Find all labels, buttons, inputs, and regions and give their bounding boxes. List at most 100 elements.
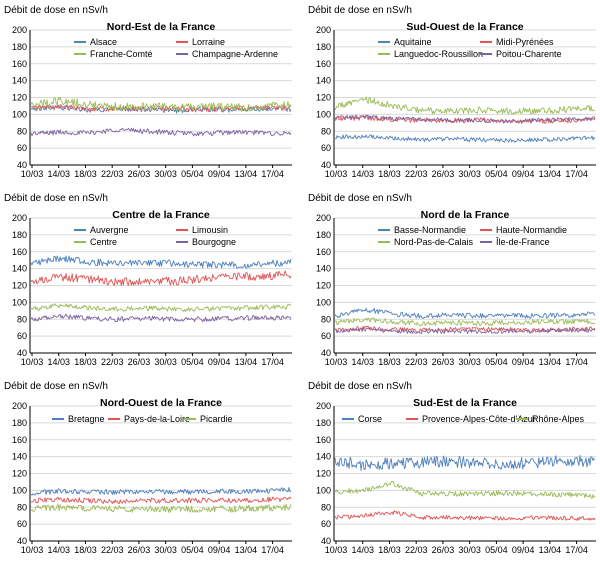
legend: Bretagne Pays-de-la-Loire Picardie [52,414,233,424]
series-line [30,255,292,269]
legend-label: Champagne-Ardenne [192,49,278,59]
legend-label: Bourgogne [192,237,236,247]
y-tick-label: 40 [17,536,27,546]
series-line [334,317,596,327]
chart-panel-2: Débit de dose en nSv/h 40 60 80 100 120 140 160… [308,5,596,179]
series-line [335,134,596,143]
y-tick-label: 60 [321,143,331,153]
x-tick-label: 17/04 [565,545,588,555]
series-line [334,114,596,124]
x-tick-label: 14/03 [351,357,374,367]
x-tick-label: 30/03 [458,169,481,179]
y-unit-label: Débit de dose en nSv/h [308,5,412,16]
series-line [30,96,292,112]
y-tick-label: 140 [12,76,27,86]
x-tick-label: 09/04 [512,357,535,367]
y-tick-label: 40 [17,160,27,170]
y-tick-label: 40 [321,348,331,358]
x-tick-label: 05/04 [485,545,508,555]
y-tick-label: 200 [316,401,331,411]
y-tick-label: 160 [316,247,331,257]
series-line [30,313,292,323]
x-tick-label: 17/04 [261,357,284,367]
legend-label: Limousin [192,225,228,235]
x-tick-label: 09/04 [208,169,231,179]
x-tick-label: 13/04 [235,169,258,179]
legend-label: Auvergne [90,225,129,235]
y-tick-label: 80 [321,314,331,324]
x-tick-label: 09/04 [208,545,231,555]
legend-label: Pays-de-la-Loire [124,414,190,424]
legend-label: Aquitaine [394,37,432,47]
x-tick-label: 14/03 [47,169,70,179]
x-tick-label: 17/04 [565,357,588,367]
x-tick-label: 14/03 [47,357,70,367]
series-line [30,104,292,113]
series-line [30,496,292,504]
y-tick-label: 100 [316,297,331,307]
y-tick-label: 100 [12,297,27,307]
x-tick-label: 17/04 [261,545,284,555]
legend: Corse Provence-Alpes-Côte-d'AzurRhône-Alp… [342,414,585,424]
x-tick-label: 30/03 [458,357,481,367]
y-tick-label: 120 [12,469,27,479]
legend: Alsace Lorraine Franche-Comté Champagne-Ard… [74,37,278,59]
x-tick-label: 22/03 [405,545,428,555]
y-tick-label: 200 [316,25,331,35]
y-tick-label: 160 [12,59,27,69]
series-line [334,96,596,115]
x-tick-label: 13/04 [235,357,258,367]
x-tick-label: 22/03 [405,357,428,367]
y-tick-label: 60 [17,331,27,341]
y-tick-label: 80 [321,502,331,512]
y-tick-label: 180 [316,418,331,428]
y-tick-label: 200 [12,213,27,223]
chart-title: Nord de la France [421,209,510,221]
y-tick-label: 120 [316,93,331,103]
x-tick-label: 30/03 [154,357,177,367]
y-tick-label: 140 [316,264,331,274]
chart-title: Centre de la France [112,209,210,221]
y-tick-label: 160 [316,435,331,445]
x-tick-label: 13/04 [235,545,258,555]
x-tick-label: 05/04 [181,357,204,367]
y-unit-label: Débit de dose en nSv/h [308,381,412,392]
x-tick-label: 09/04 [208,357,231,367]
y-tick-label: 180 [12,42,27,52]
x-tick-label: 05/04 [181,169,204,179]
x-tick-label: 18/03 [378,357,401,367]
x-tick-label: 14/03 [351,545,374,555]
x-tick-label: 18/03 [74,545,97,555]
legend-label: Provence-Alpes-Côte-d'Azur [422,414,536,424]
y-unit-label: Débit de dose en nSv/h [4,193,108,204]
legend-label: Franche-Comté [90,49,153,59]
x-tick-label: 05/04 [485,169,508,179]
series-line [30,487,292,496]
x-tick-label: 18/03 [74,357,97,367]
y-tick-label: 180 [316,42,331,52]
y-tick-label: 60 [17,143,27,153]
x-tick-label: 05/04 [181,545,204,555]
legend-label: Alsace [90,37,117,47]
x-tick-label: 10/03 [21,169,44,179]
x-tick-label: 10/03 [325,169,348,179]
legend-label: Poitou-Charente [496,49,562,59]
x-tick-label: 30/03 [154,169,177,179]
legend-label: Île-de-France [495,237,550,247]
y-tick-label: 200 [316,213,331,223]
series-line [30,270,292,286]
y-tick-label: 100 [316,485,331,495]
legend: Basse-Normandie Haute-Normandie Nord-Pas-d… [378,225,567,247]
x-tick-label: 26/03 [432,169,455,179]
legend-label: Nord-Pas-de-Calais [394,237,474,247]
x-tick-label: 26/03 [128,169,151,179]
y-tick-label: 80 [321,126,331,136]
series-line [334,307,596,319]
legend-label: Rhône-Alpes [532,414,585,424]
chart-panel-5: Débit de dose en nSv/h 40 60 80 100 120 140 160… [4,381,292,555]
legend: Auvergne Limousin Centre Bourgogne [74,225,236,247]
y-tick-label: 200 [12,401,27,411]
x-tick-label: 18/03 [378,545,401,555]
y-tick-label: 120 [12,281,27,291]
series-line [30,503,292,513]
